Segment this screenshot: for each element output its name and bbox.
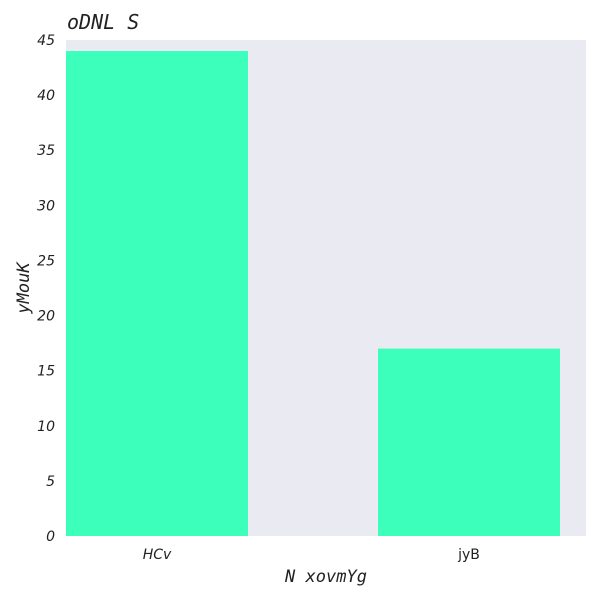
x-axis-label: N xovmYg [284, 567, 367, 587]
y-tick-label: 5 [46, 474, 55, 490]
bar-HCv [66, 51, 248, 537]
y-tick-label: 45 [37, 33, 55, 49]
y-axis-label: yMouK [14, 261, 34, 315]
y-tick-label: 40 [37, 88, 55, 104]
y-ticks-group: 0 5 10 15 20 25 30 35 40 45 [37, 33, 55, 545]
y-tick-label: 35 [37, 143, 55, 159]
chart-title: oDNL S [67, 10, 139, 34]
bars-group [66, 51, 560, 537]
x-tick-label: HCv [143, 547, 172, 563]
y-tick-label: 10 [37, 419, 55, 435]
x-tick-label: jyB [457, 547, 480, 563]
bar-jyB [378, 348, 560, 536]
y-tick-label: 30 [37, 198, 55, 214]
y-tick-label: 25 [37, 253, 55, 269]
x-ticks-group: HCv jyB [143, 547, 480, 563]
y-tick-label: 15 [37, 364, 55, 380]
y-tick-label: 20 [37, 309, 55, 325]
y-tick-label: 0 [46, 529, 55, 545]
